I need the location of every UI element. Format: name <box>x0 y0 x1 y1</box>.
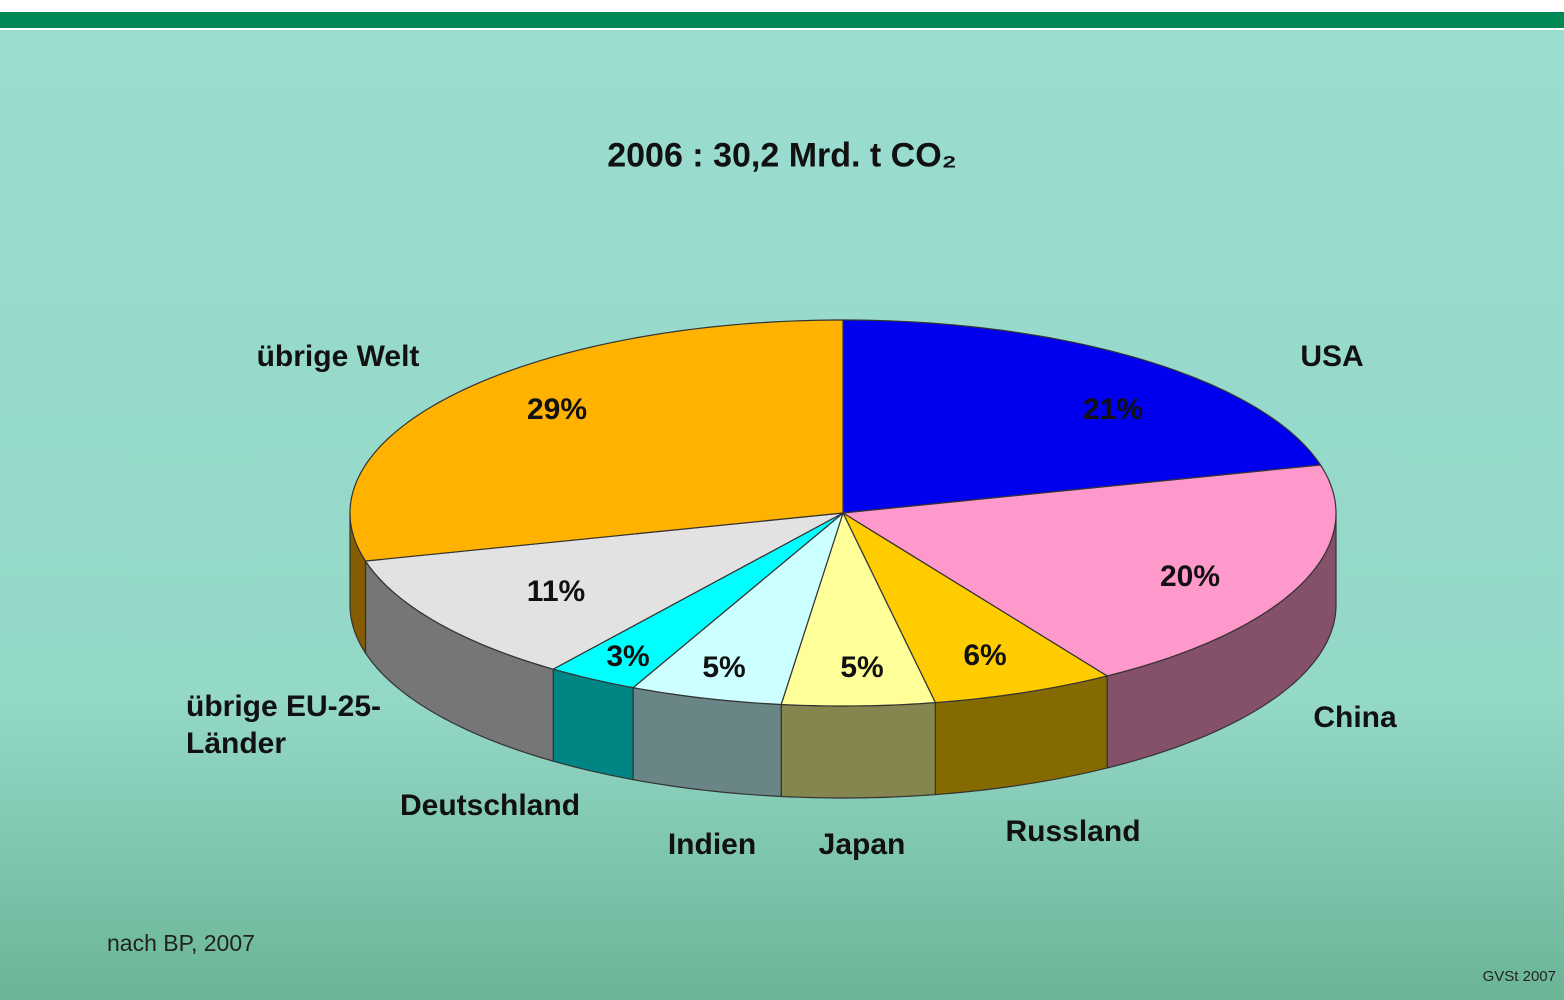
slice <box>780 511 937 707</box>
value-label: 5% <box>702 651 746 684</box>
slice <box>349 319 844 562</box>
chart-title: 2006 : 30,2 Mrd. t CO₂ <box>607 136 957 175</box>
credit-note: GVSt 2007 <box>1482 968 1556 985</box>
slice <box>842 319 1322 514</box>
value-label: 6% <box>963 639 1007 672</box>
value-label: 29% <box>526 393 588 426</box>
category-label: Deutschland <box>399 789 581 822</box>
slice <box>364 512 844 670</box>
category-label: übrige Welt <box>256 340 420 373</box>
category-label: Indien <box>667 828 757 861</box>
slice <box>551 512 844 689</box>
category-label: Russland <box>1005 815 1141 848</box>
value-label: 21% <box>1082 393 1144 426</box>
value-label: 5% <box>840 651 884 684</box>
category-label: Japan <box>818 828 906 861</box>
slice <box>841 464 1337 677</box>
value-label: 3% <box>606 640 650 673</box>
category-label: China <box>1313 701 1397 734</box>
source-note: nach BP, 2007 <box>107 930 255 956</box>
value-label: 11% <box>526 575 586 608</box>
slice-side <box>632 686 782 798</box>
category-label: USA <box>1300 340 1364 373</box>
value-label: 20% <box>1159 560 1221 593</box>
slice <box>631 511 845 706</box>
category-label: übrige EU-25-Länder <box>186 690 382 760</box>
slice-side <box>780 701 936 799</box>
slice <box>841 511 1109 704</box>
